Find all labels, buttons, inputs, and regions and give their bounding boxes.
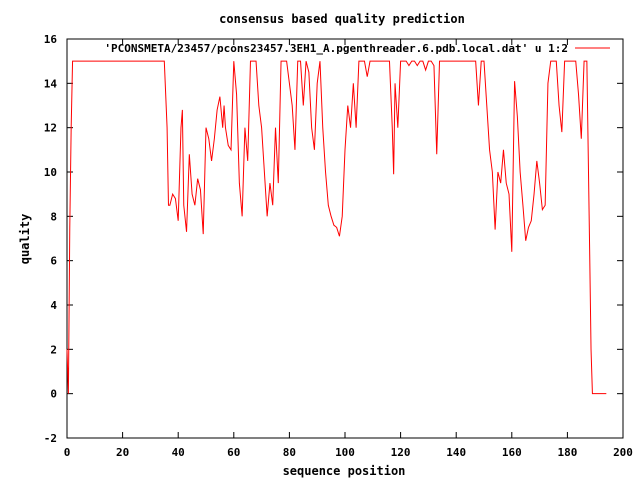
x-tick-label: 0 bbox=[64, 446, 71, 459]
x-tick-label: 200 bbox=[613, 446, 633, 459]
x-axis-ticks: 0 20 40 60 80 100 120 140 160 180 200 bbox=[64, 39, 633, 459]
y-tick-label: 4 bbox=[50, 299, 57, 312]
y-axis-label: quality bbox=[18, 214, 32, 265]
y-tick-label: 14 bbox=[44, 77, 58, 90]
legend: 'PCONSMETA/23457/pcons23457.3EH1_A.pgent… bbox=[104, 42, 610, 55]
x-tick-label: 120 bbox=[391, 446, 411, 459]
x-tick-label: 140 bbox=[446, 446, 466, 459]
chart-title: consensus based quality prediction bbox=[219, 12, 465, 26]
x-tick-label: 20 bbox=[116, 446, 129, 459]
y-tick-label: 2 bbox=[50, 343, 57, 356]
series-line bbox=[66, 60, 607, 395]
series-layer bbox=[66, 60, 607, 395]
y-tick-label: 10 bbox=[44, 166, 57, 179]
y-tick-label: 8 bbox=[50, 210, 57, 223]
y-axis-ticks: -2 0 2 4 6 8 10 12 14 16 bbox=[44, 33, 623, 445]
x-tick-label: 180 bbox=[557, 446, 577, 459]
x-tick-label: 100 bbox=[335, 446, 355, 459]
y-tick-label: -2 bbox=[44, 432, 57, 445]
legend-label: 'PCONSMETA/23457/pcons23457.3EH1_A.pgent… bbox=[104, 42, 568, 55]
x-tick-label: 60 bbox=[227, 446, 240, 459]
y-tick-label: 0 bbox=[50, 388, 57, 401]
y-tick-label: 16 bbox=[44, 33, 58, 46]
plot-frame bbox=[66, 38, 624, 439]
x-tick-label: 40 bbox=[172, 446, 185, 459]
x-tick-label: 80 bbox=[283, 446, 296, 459]
x-axis-label: sequence position bbox=[283, 464, 406, 478]
x-tick-label: 160 bbox=[502, 446, 522, 459]
y-tick-label: 12 bbox=[44, 122, 57, 135]
y-tick-label: 6 bbox=[50, 255, 57, 268]
